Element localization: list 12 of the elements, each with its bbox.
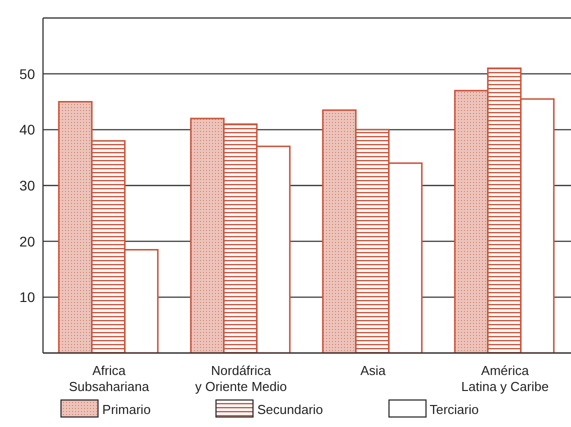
x-tick-label: Africa Subsahariana [68,363,150,394]
y-tick-label: 40 [19,122,36,138]
legend-label: Secundario [256,400,324,418]
x-tick-label: América Latina y Caribe [461,363,549,394]
y-tick-label: 10 [19,289,36,306]
legend-label: Primario [101,400,151,418]
legend-label: Terciario [428,400,479,418]
y-tick-label: 30 [19,177,36,194]
y-tick-label: 50 [19,66,36,82]
y-tick-label: 20 [19,233,36,250]
x-tick-label: Asia [360,363,386,378]
x-tick-label: Nordáfrica y Oriente Medio [195,363,287,394]
